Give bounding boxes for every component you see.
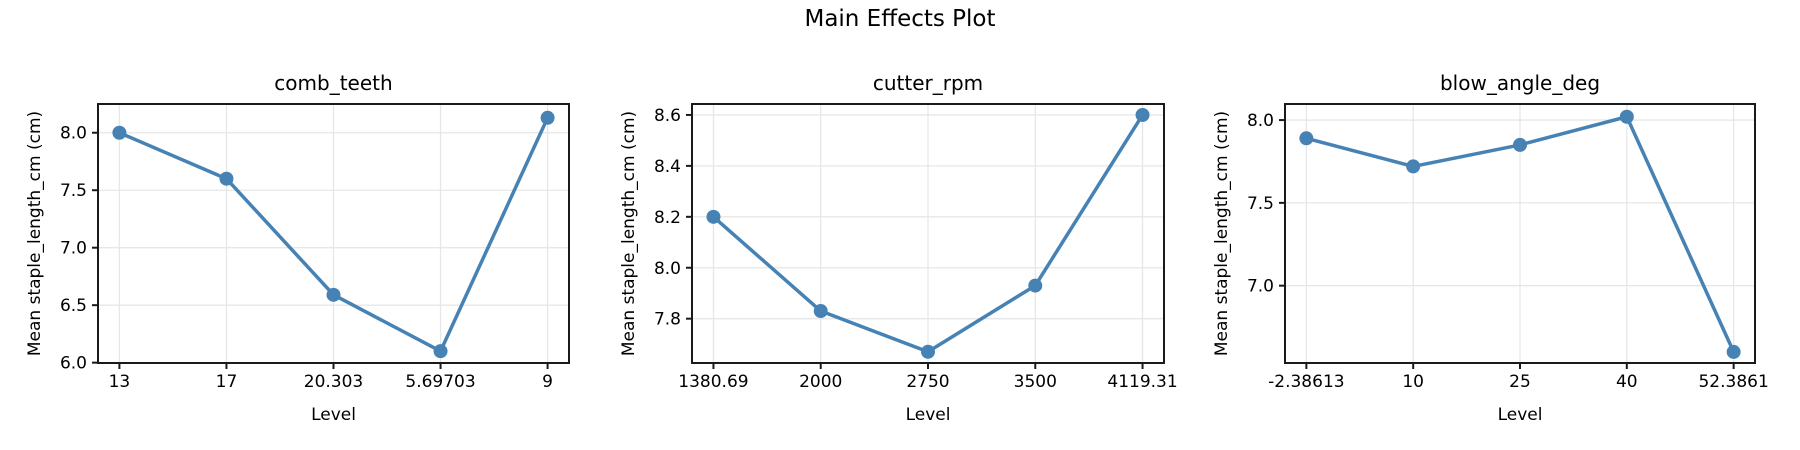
x-tick-label: 5.69703	[405, 372, 475, 392]
subplot-blow_angle_deg: -2.38613 10 25 40 52.3861 7.0 7.5 8.0 blow_angle…	[1212, 71, 1769, 425]
data-point	[1726, 344, 1741, 359]
x-axis-label: Level	[906, 405, 951, 425]
x-tick-label: 2000	[799, 372, 842, 392]
x-tick-label: 10	[1402, 372, 1424, 392]
y-tick-label: 7.5	[1247, 194, 1274, 214]
data-point	[1619, 109, 1634, 124]
x-tick-label: 40	[1616, 372, 1638, 392]
data-point	[1406, 159, 1421, 174]
data-point	[326, 287, 341, 302]
y-tick-label: 8.0	[654, 259, 681, 279]
x-tick-label: 17	[216, 372, 238, 392]
y-tick-label: 8.2	[654, 208, 681, 228]
y-axis-label: Mean staple_length_cm (cm)	[619, 111, 639, 356]
x-tick-label: 13	[109, 372, 131, 392]
y-tick-label: 8.0	[60, 124, 87, 144]
subplot-cutter_rpm: 1380.69 2000 2750 3500 4119.31 7.8 8.0 8.2 8.4 8.…	[619, 71, 1178, 425]
subplot-title: blow_angle_deg	[1440, 71, 1600, 95]
y-tick-label: 8.4	[654, 157, 681, 177]
x-tick-label: 25	[1509, 372, 1531, 392]
subplot-comb_teeth: 13 17 20.303 5.69703 9 6.0 6.5 7.0 7.5 8.0 comb_te…	[25, 71, 570, 425]
x-tick-label: -2.38613	[1268, 372, 1344, 392]
x-tick-label: 2750	[906, 372, 949, 392]
data-point	[1028, 278, 1043, 293]
y-tick-label: 6.0	[60, 354, 87, 374]
y-tick-label: 7.8	[654, 310, 681, 330]
data-point	[706, 209, 721, 224]
x-axis-label: Level	[311, 405, 356, 425]
y-tick-label: 7.0	[1247, 277, 1274, 297]
x-tick-label: 3500	[1014, 372, 1057, 392]
y-axis-label: Mean staple_length_cm (cm)	[25, 111, 45, 356]
data-point	[112, 125, 127, 140]
x-tick-label: 52.3861	[1698, 372, 1768, 392]
y-tick-label: 7.0	[60, 239, 87, 259]
figure-title: Main Effects Plot	[804, 6, 996, 32]
data-point	[219, 171, 234, 186]
y-tick-label: 6.5	[60, 296, 87, 316]
data-point	[540, 110, 555, 125]
y-tick-label: 7.5	[60, 181, 87, 201]
data-point	[1513, 137, 1527, 152]
data-point	[813, 304, 828, 319]
x-tick-label: 4119.31	[1107, 372, 1177, 392]
subplot-title: comb_teeth	[274, 71, 392, 95]
y-tick-label: 8.0	[1247, 111, 1274, 131]
data-point	[433, 344, 448, 359]
y-tick-label: 8.6	[654, 106, 681, 126]
subplot-title: cutter_rpm	[873, 71, 983, 95]
data-point	[1135, 107, 1150, 122]
x-tick-label: 9	[542, 372, 553, 392]
x-axis-label: Level	[1498, 405, 1543, 425]
x-tick-label: 20.303	[304, 372, 363, 392]
data-point	[921, 344, 935, 359]
data-point	[1299, 131, 1314, 146]
y-axis-label: Mean staple_length_cm (cm)	[1212, 111, 1232, 356]
x-tick-label: 1380.69	[678, 372, 748, 392]
